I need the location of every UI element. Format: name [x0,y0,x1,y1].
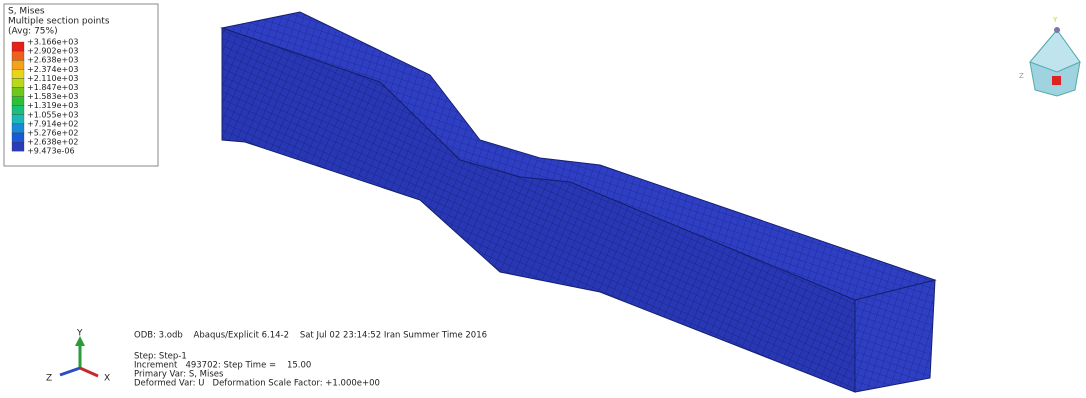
legend-swatch [12,69,24,78]
triad-label: Z [46,374,52,384]
info-line: ODB: 3.odb Abaqus/Explicit 6.14-2 Sat Ju… [134,331,487,341]
legend-value: +1.847e+03 [27,83,78,92]
legend-value: +1.583e+03 [27,92,78,101]
legend-title: Multiple section points [8,17,110,27]
view-cube-marker [1052,76,1061,85]
view-cube-pole [1054,27,1060,33]
legend-swatch [12,106,24,115]
legend-value: +2.110e+03 [27,74,78,83]
legend-swatch [12,42,24,51]
view-cube-label: Y [1052,16,1058,24]
page: S, MisesMultiple section points(Avg: 75%… [0,0,1086,398]
legend-title: S, Mises [8,7,45,17]
legend-value: +2.638e+02 [27,138,78,147]
legend-swatch [12,124,24,133]
legend-swatch [12,51,24,60]
viewport: S, MisesMultiple section points(Avg: 75%… [0,0,1086,394]
legend-swatch [12,133,24,142]
legend-value: +2.374e+03 [27,65,78,74]
legend-swatch [12,97,24,106]
legend-title: (Avg: 75%) [8,27,58,37]
triad-z-axis [60,368,80,375]
legend-value: +3.166e+03 [27,38,78,47]
legend-swatch [12,115,24,124]
info-block: ODB: 3.odb Abaqus/Explicit 6.14-2 Sat Ju… [134,331,487,389]
view-cube: Y Z [1019,16,1080,96]
legend-swatch [12,88,24,97]
info-line: Deformed Var: U Deformation Scale Factor… [134,379,380,389]
triad-label: X [104,374,110,384]
legend-value: +1.055e+03 [27,110,78,119]
triad-label: Y [76,329,83,339]
legend-value: +7.914e+02 [27,119,78,128]
view-cube-label: Z [1019,72,1024,80]
legend-swatch [12,60,24,69]
legend-value: +2.902e+03 [27,47,78,56]
legend-swatch [12,142,24,151]
triad: Y Z X [46,329,110,384]
beam-end-face [855,280,935,392]
legend-value: +2.638e+03 [27,56,78,65]
legend-value: +9.473e-06 [27,147,75,156]
legend-swatch [12,78,24,87]
triad-x-axis [80,368,98,376]
legend-value: +5.276e+02 [27,129,78,138]
legend-value: +1.319e+03 [27,101,78,110]
